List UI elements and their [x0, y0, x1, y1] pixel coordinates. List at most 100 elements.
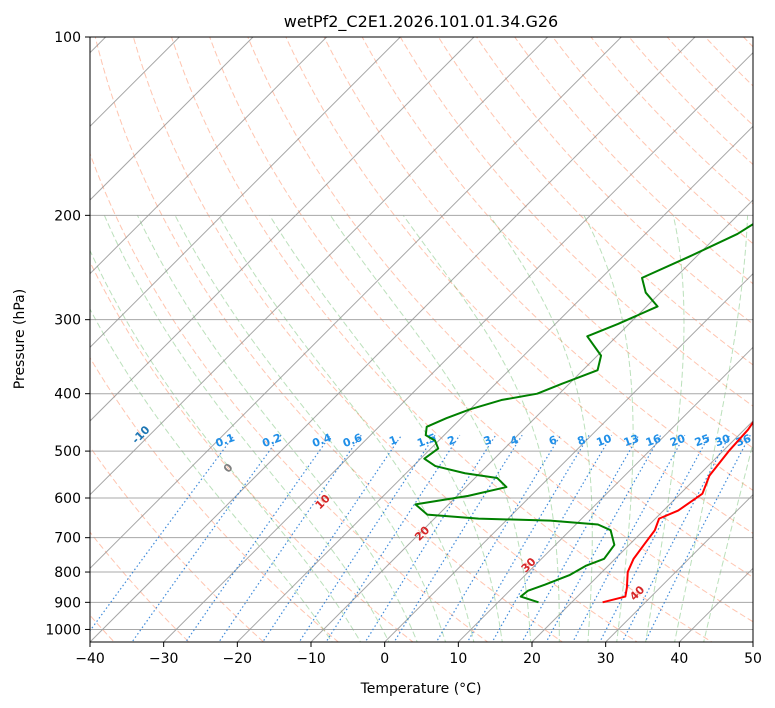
y-tick-label: 300 — [54, 313, 81, 329]
isotherm-line — [531, 420, 753, 642]
dry-adiabat-line — [90, 260, 414, 642]
isopleth-labels: 0.10.20.40.611.52346810131620253036-100-… — [129, 423, 753, 603]
isotherm-line — [752, 641, 753, 642]
moist-adiabat-line — [90, 308, 333, 642]
dry-adiabat-line — [755, 10, 775, 654]
mixing-ratio-label: 8 — [576, 433, 588, 448]
y-tick-label: 200 — [54, 208, 81, 224]
x-axis-label: Temperature (°C) — [360, 681, 482, 697]
mixing-ratio-label: 20 — [668, 432, 687, 450]
dry-adiabat-line — [437, 37, 753, 366]
mixing-ratio-line — [185, 434, 332, 642]
dry-adiabat-line — [666, 37, 753, 126]
mixing-ratio-label: 0.1 — [214, 431, 237, 450]
mixing-ratio-label: 4 — [508, 433, 520, 448]
x-axis: −40 −30 −20 −10 0 10 20 30 40 50 — [75, 642, 762, 667]
isotherm-line — [90, 37, 475, 422]
dry-adiabat-line — [247, 37, 753, 578]
moist-adiabat-line — [583, 215, 634, 642]
y-tick-label: 500 — [54, 444, 81, 460]
mixing-ratio-label: 10 — [595, 432, 614, 450]
mixing-ratio-line — [393, 434, 523, 642]
y-tick-label: 1000 — [45, 622, 81, 638]
dry-adiabat-line — [399, 37, 753, 407]
mixing-ratio-line — [364, 434, 497, 642]
mixing-ratio-line — [131, 434, 282, 642]
dry-adiabat-line — [94, 37, 564, 642]
dry-adiabat-line — [590, 37, 753, 205]
isotherm-line — [383, 272, 753, 642]
isotherm-line — [310, 199, 753, 642]
mixing-ratio-line — [435, 434, 562, 642]
mixing-ratio-label: 0.4 — [310, 431, 333, 450]
y-tick-label: 900 — [54, 595, 81, 611]
y-tick-label: 800 — [54, 565, 81, 581]
moist-adiabat-line — [645, 215, 685, 642]
dry-adiabat-line — [285, 37, 753, 535]
y-axis: 100 200 300 400 500 600 700 800 900 1000 — [45, 30, 90, 638]
dry-adiabat-line — [209, 37, 753, 623]
mixing-ratio-label: 2 — [446, 433, 458, 448]
y-tick-label: 600 — [54, 491, 81, 507]
moist-adiabat-line — [174, 215, 447, 642]
mixing-ratio-label: 36 — [734, 432, 753, 450]
y-tick-label: 100 — [54, 30, 81, 46]
moist-adiabat-line — [103, 215, 390, 642]
mixing-ratio-line — [298, 434, 436, 642]
mixing-ratio-line — [599, 434, 710, 642]
dry-adiabat-label: 40 — [627, 583, 647, 603]
isotherm-line — [90, 37, 181, 128]
sounding-profiles — [414, 223, 753, 604]
plot-area: 0.10.20.40.611.52346810131620253036-100-… — [0, 10, 775, 654]
mixing-ratio-label: 0.6 — [341, 431, 364, 450]
mixing-ratio-label: 30 — [713, 432, 732, 450]
dry-adiabat-line — [132, 37, 638, 642]
moist-adiabat-line — [218, 215, 475, 642]
dry-adiabat-line — [475, 37, 753, 325]
x-tick-label: −40 — [75, 651, 105, 667]
mixing-ratio-label: 16 — [644, 432, 663, 450]
moist-adiabat-line — [136, 215, 418, 642]
x-tick-label: 10 — [449, 651, 467, 667]
dry-adiabat-line — [90, 152, 489, 642]
x-tick-label: 50 — [744, 651, 762, 667]
mixing-ratio-line — [521, 434, 640, 642]
mixing-ratio-line — [90, 434, 235, 632]
dry-adiabat-line — [90, 446, 265, 642]
temperature-profile — [602, 420, 753, 604]
isobars — [90, 37, 753, 630]
isotherm-line — [0, 10, 59, 654]
isotherm-line — [90, 37, 328, 275]
x-tick-label: −10 — [296, 651, 326, 667]
plot-frame — [89, 36, 754, 643]
mixing-ratio-line — [621, 434, 731, 642]
isotherm-line — [90, 37, 402, 349]
mixing-ratio-label: 25 — [693, 432, 712, 449]
moist-adiabat-line — [402, 215, 560, 642]
isotherm-line — [90, 37, 254, 201]
isotherm-line — [604, 493, 753, 642]
y-axis-label: Pressure (hPa) — [12, 289, 28, 389]
x-tick-label: 0 — [380, 651, 389, 667]
x-tick-label: −20 — [223, 651, 253, 667]
moist-adiabat-line — [703, 441, 753, 642]
mixing-ratio-line — [325, 434, 461, 642]
y-tick-label: 700 — [54, 531, 81, 547]
mixing-ratio-label: 1.5 — [415, 431, 438, 450]
dry-adiabat-line — [514, 37, 753, 285]
dry-adiabat-line — [323, 37, 753, 491]
dry-adiabats — [90, 10, 775, 654]
mixing-ratio-label: 6 — [547, 433, 559, 448]
skewed-isotherms — [0, 10, 753, 654]
y-tick-label: 400 — [54, 387, 81, 403]
dewpoint-profile — [414, 223, 753, 604]
dry-adiabat-line — [628, 37, 753, 166]
dry-adiabat-label: 20 — [412, 523, 432, 543]
dry-adiabat-label: -10 — [129, 423, 152, 446]
mixing-ratio-lines — [90, 434, 751, 642]
x-tick-label: −30 — [149, 651, 179, 667]
mixing-ratio-line — [644, 434, 751, 642]
x-tick-label: 40 — [670, 651, 688, 667]
dry-adiabat-line — [171, 37, 713, 642]
